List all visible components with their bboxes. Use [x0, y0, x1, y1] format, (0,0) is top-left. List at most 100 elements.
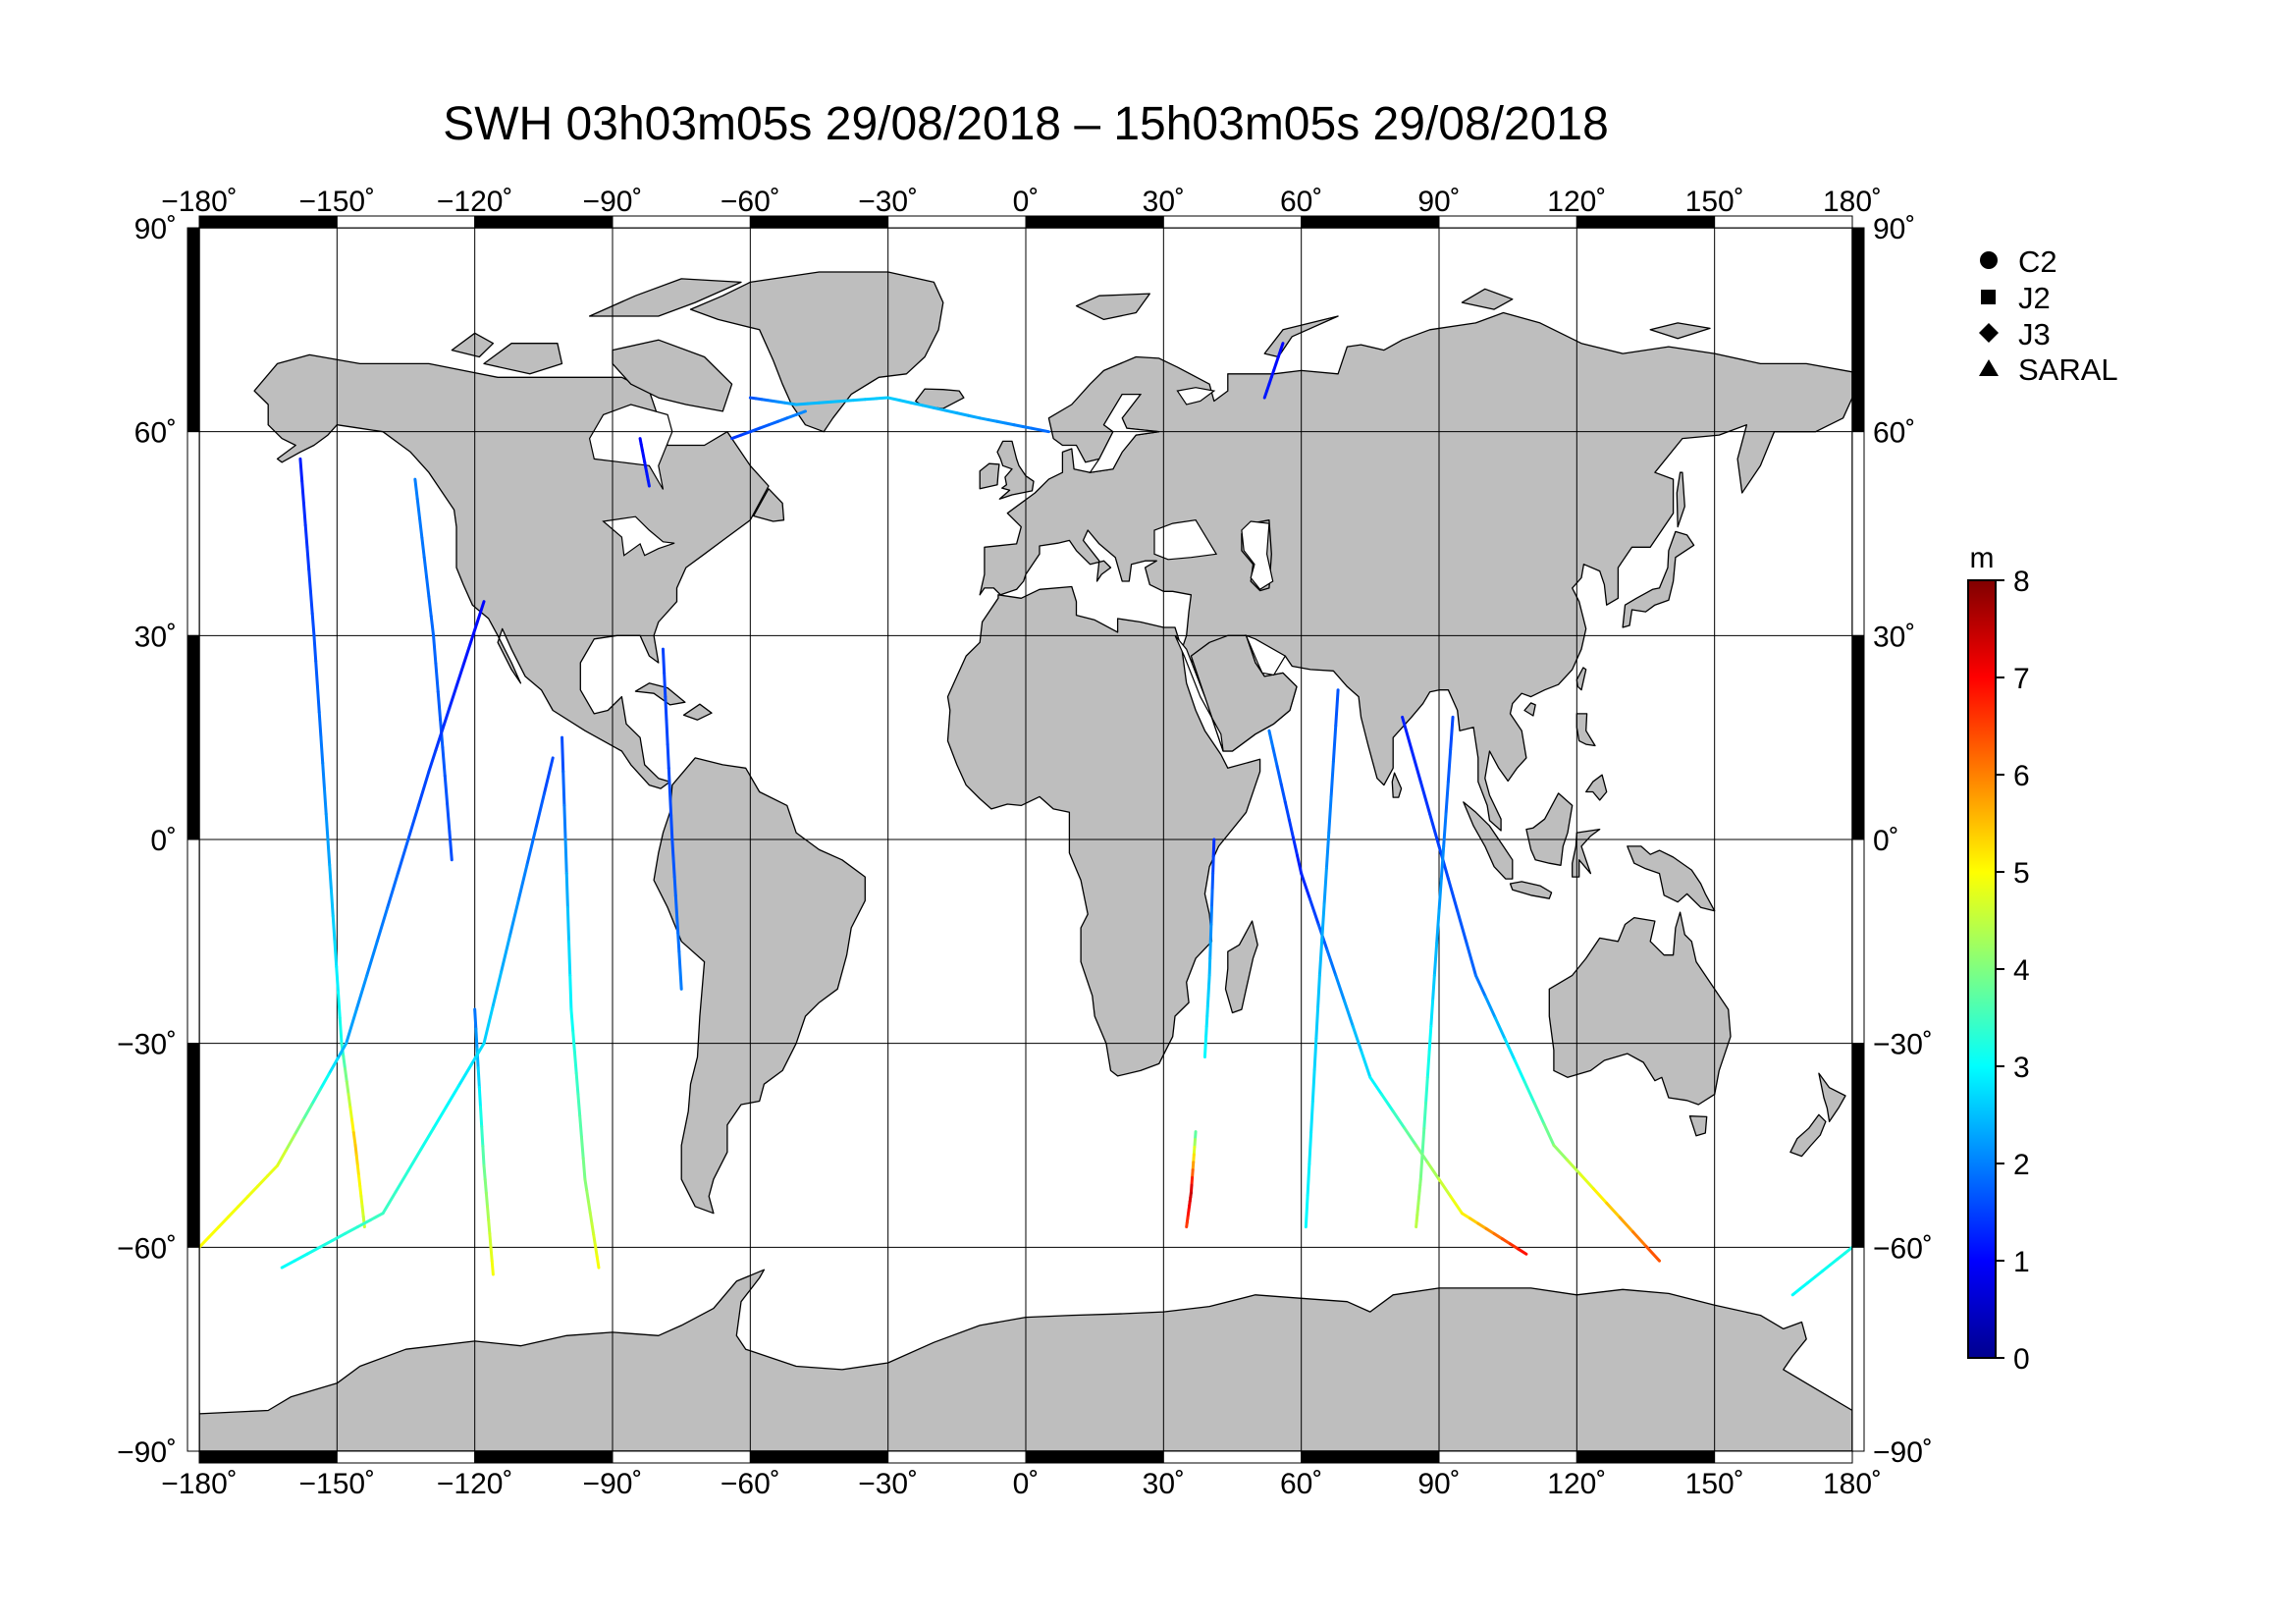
- swh-track-segment: [355, 1218, 372, 1229]
- land-svalbard: [1075, 293, 1150, 321]
- swh-track-segment: [1401, 715, 1414, 751]
- land-japan: [1622, 530, 1695, 628]
- frame-bar-right: [1851, 431, 1865, 636]
- swh-track-segment: [1207, 973, 1211, 988]
- land-hainan: [1523, 702, 1536, 717]
- swh-track-segment: [1304, 1194, 1309, 1229]
- swh-track-segment: [666, 742, 670, 770]
- swh-track-segment: [1325, 947, 1338, 977]
- swh-track-segment: [1343, 999, 1355, 1028]
- swh-track-segment: [266, 1163, 280, 1178]
- lat-tick-label-left: 30˚: [134, 621, 177, 653]
- frame-bar-bottom: [1438, 1450, 1577, 1464]
- swh-track-segment: [484, 1191, 490, 1209]
- swh-track-segment: [359, 1194, 364, 1209]
- swh-track-segment: [217, 1215, 231, 1229]
- swh-track-segment: [1300, 872, 1311, 901]
- swh-track-segment: [354, 973, 369, 1011]
- swh-track-segment: [1360, 1050, 1372, 1079]
- swh-track-segment: [840, 399, 856, 404]
- swh-track-segment: [318, 1072, 331, 1091]
- swh-track-segment: [1296, 853, 1304, 876]
- land-sakhalin: [1676, 471, 1685, 528]
- swh-track-segment: [1208, 923, 1213, 944]
- swh-track-segment: [1439, 844, 1446, 881]
- swh-track-segment: [730, 433, 743, 441]
- caspian-sea: [1241, 520, 1274, 591]
- swh-track-segment: [758, 423, 771, 430]
- swh-track-segment: [386, 872, 400, 909]
- lon-tick-label-bottom: 60˚: [1280, 1468, 1322, 1500]
- swh-track-segment: [1424, 1075, 1429, 1105]
- frame-bar-bottom: [749, 1450, 889, 1464]
- swh-track-segment: [955, 411, 971, 417]
- swh-track-segment: [308, 589, 314, 616]
- swh-track-segment: [1460, 1212, 1472, 1220]
- swh-track-segment: [318, 1238, 335, 1249]
- swh-track-segment: [1542, 1122, 1556, 1147]
- swh-track-segment: [227, 1205, 240, 1218]
- swh-track-segment: [300, 479, 305, 505]
- swh-track-segment: [491, 970, 504, 1009]
- swh-track-segment: [432, 1106, 448, 1130]
- lat-tick-label-right: 60˚: [1873, 417, 1915, 450]
- satellite-track: [730, 409, 807, 441]
- swh-track-segment: [794, 402, 810, 406]
- swh-track-segment: [574, 1071, 580, 1097]
- great-lakes: [602, 515, 675, 557]
- satellite-tracks: [199, 342, 1852, 1297]
- swh-track-segment: [394, 1168, 410, 1194]
- square-icon: [1981, 290, 1996, 304]
- swh-track-segment: [375, 905, 390, 944]
- colorbar-tick-label: 6: [2013, 760, 2030, 792]
- frame-bar-bottom: [474, 1450, 614, 1464]
- lon-tick-label-top: −180˚: [161, 186, 238, 218]
- swh-track-segment: [1308, 1131, 1313, 1166]
- swh-track-segment: [578, 1113, 583, 1139]
- swh-track-segment: [1314, 1004, 1320, 1040]
- lon-tick-label-bottom: 180˚: [1823, 1468, 1882, 1500]
- lat-ticks-left: 90˚ 60˚ 30˚ 0˚ −30˚ −60˚ −90˚: [117, 213, 177, 1469]
- persian-gulf: [1245, 634, 1287, 676]
- swh-track-segment: [1517, 1247, 1528, 1256]
- swh-track-segment: [301, 501, 307, 527]
- swh-track-segment: [561, 770, 566, 807]
- legend-label-saral: SARAL: [2018, 352, 2118, 387]
- swh-track-segment: [863, 397, 879, 402]
- satellite-track: [1401, 715, 1662, 1263]
- swh-track-segment: [592, 1232, 597, 1248]
- land-ireland: [979, 462, 1000, 490]
- land-victoria-island: [483, 343, 563, 375]
- land-java: [1509, 881, 1553, 899]
- swh-track-segment: [565, 905, 571, 944]
- red-sea: [1174, 634, 1224, 752]
- land-nz-north: [1818, 1072, 1846, 1122]
- swh-track-segment: [1391, 1109, 1407, 1130]
- swh-track-segment: [562, 803, 567, 841]
- swh-track-segment: [500, 935, 511, 974]
- land-philippines-mindanao: [1585, 774, 1608, 801]
- swh-track-segment: [338, 1016, 344, 1046]
- swh-track-segment: [1465, 942, 1477, 977]
- swh-track-segment: [909, 401, 925, 407]
- swh-track-segment: [427, 595, 433, 618]
- swh-track-segment: [672, 875, 677, 897]
- swh-track-segment: [967, 413, 982, 420]
- swh-track-segment: [1418, 780, 1432, 816]
- swh-track-segment: [327, 1056, 340, 1076]
- swh-track-segment: [1437, 877, 1443, 913]
- lon-tick-label-bottom: −30˚: [858, 1468, 918, 1500]
- swh-track-segment: [1262, 389, 1269, 400]
- swh-track-segment: [677, 949, 682, 972]
- swh-track-segment: [441, 706, 452, 731]
- land-banks-island: [451, 332, 495, 358]
- swh-track-segment: [1267, 729, 1275, 750]
- land-ellesmere-island: [588, 278, 742, 317]
- swh-track-segment: [1308, 897, 1320, 927]
- swh-track-segment: [315, 684, 321, 714]
- swh-track-segment: [563, 838, 568, 876]
- swh-track-segment: [1591, 1187, 1609, 1205]
- swh-track-segment: [646, 478, 651, 488]
- frame-bar-bottom: [887, 1450, 1027, 1464]
- swh-track-segment: [256, 1174, 270, 1188]
